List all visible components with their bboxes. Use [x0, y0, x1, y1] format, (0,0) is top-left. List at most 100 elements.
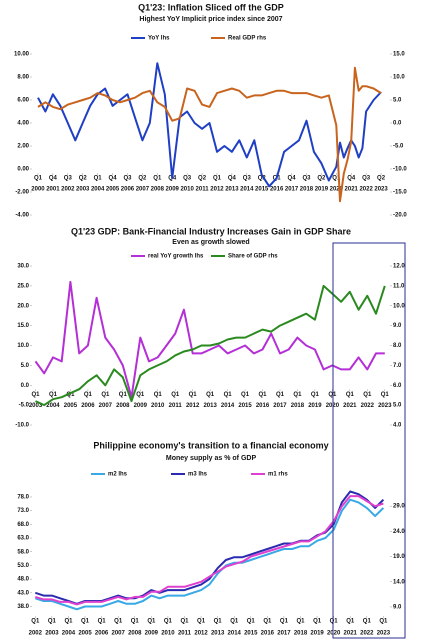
- x-quarter-label: Q1: [98, 619, 107, 625]
- chart-title: Q1'23 GDP: Bank-Financial Industry Incre…: [71, 226, 351, 236]
- x-tick-label: 2007: [112, 631, 126, 637]
- x-tick-label: 2000: [31, 187, 45, 193]
- legend-label: Share of GDP rhs: [228, 254, 278, 260]
- y2-tick-label: 6.0: [393, 383, 402, 389]
- x-tick-label: 2014: [240, 187, 254, 193]
- x-quarter-label: Q1: [49, 392, 58, 398]
- y-tick-label: 4.00: [17, 121, 29, 127]
- x-tick-label: 2010: [151, 403, 165, 409]
- x-tick-label: 2003: [76, 187, 90, 193]
- x-tick-label: 2007: [99, 403, 113, 409]
- series-line: [34, 498, 385, 611]
- x-tick-label: 2017: [285, 187, 299, 193]
- x-tick-label: 2013: [211, 631, 225, 637]
- y2-tick-label: -15.0: [393, 190, 407, 196]
- x-quarter-label: Q1: [164, 619, 173, 625]
- x-tick-label: 2023: [374, 187, 388, 193]
- y2-tick-label: -10.0: [393, 167, 407, 173]
- x-tick-label: 2002: [61, 187, 75, 193]
- x-tick-label: 2011: [196, 187, 210, 193]
- x-quarter-label: Q1: [293, 392, 302, 398]
- y2-tick-label: 0.0: [393, 121, 402, 127]
- x-quarter-label: Q1: [31, 619, 40, 625]
- y-tick-label: 68.0: [17, 522, 29, 528]
- x-tick-label: 2022: [360, 631, 374, 637]
- x-quarter-label: Q1: [214, 619, 223, 625]
- x-tick-label: 2018: [294, 631, 308, 637]
- series-line: [37, 62, 382, 188]
- y-tick-label: 6.00: [17, 98, 29, 104]
- y-tick-label: -5.0: [19, 403, 30, 409]
- y2-tick-label: 9.0: [393, 323, 402, 329]
- chart-title: Philippine economy's transition to a fin…: [93, 440, 328, 450]
- x-tick-label: 2017: [273, 403, 287, 409]
- x-quarter-label: Q1: [332, 176, 341, 182]
- x-quarter-label: Q1: [189, 392, 198, 398]
- x-tick-label: 2011: [178, 631, 192, 637]
- x-quarter-label: Q1: [153, 176, 162, 182]
- y2-tick-label: 24.0: [393, 529, 405, 535]
- x-quarter-label: Q1: [346, 392, 355, 398]
- series-line: [34, 280, 385, 399]
- x-tick-label: 2005: [64, 403, 78, 409]
- x-quarter-label: Q3: [362, 176, 371, 182]
- x-tick-label: 2010: [180, 187, 194, 193]
- x-quarter-label: Q1: [114, 619, 123, 625]
- x-tick-label: 2023: [377, 631, 391, 637]
- x-tick-label: 2016: [270, 187, 284, 193]
- x-tick-label: 2012: [186, 403, 200, 409]
- x-tick-label: 2012: [210, 187, 224, 193]
- legend-label: real YoY growth lhs: [148, 254, 204, 260]
- x-quarter-label: Q1: [119, 392, 128, 398]
- highlight-box: [332, 242, 406, 639]
- x-tick-label: 2002: [29, 631, 43, 637]
- y2-tick-label: 12.0: [393, 264, 405, 270]
- y2-tick-label: 9.0: [393, 605, 402, 611]
- x-quarter-label: Q1: [206, 392, 215, 398]
- x-quarter-label: Q1: [197, 619, 206, 625]
- x-tick-label: 2008: [151, 187, 165, 193]
- y-tick-label: 10.00: [14, 52, 30, 58]
- x-quarter-label: Q1: [84, 392, 93, 398]
- x-quarter-label: Q1: [230, 619, 239, 625]
- x-quarter-label: Q3: [302, 176, 311, 182]
- x-tick-label: 2022: [359, 187, 373, 193]
- x-tick-label: 2010: [161, 631, 175, 637]
- x-tick-label: 2021: [344, 631, 358, 637]
- x-quarter-label: Q2: [79, 176, 88, 182]
- x-quarter-label: Q1: [311, 392, 320, 398]
- y-tick-label: 8.00: [17, 75, 29, 81]
- y2-tick-label: -20.0: [393, 213, 407, 219]
- y-tick-label: 53.0: [17, 563, 29, 569]
- y-tick-label: 48.0: [17, 577, 29, 583]
- x-quarter-label: Q1: [363, 619, 372, 625]
- y-tick-label: 15.0: [17, 323, 29, 329]
- x-quarter-label: Q1: [81, 619, 90, 625]
- x-tick-label: 2018: [300, 187, 314, 193]
- x-tick-label: 2016: [256, 403, 270, 409]
- legend-label: m3 lhs: [188, 472, 208, 478]
- x-tick-label: 2008: [116, 403, 130, 409]
- y-tick-label: 38.0: [17, 604, 29, 610]
- x-tick-label: 2008: [128, 631, 142, 637]
- x-quarter-label: Q4: [109, 176, 118, 182]
- x-quarter-label: Q2: [317, 176, 326, 182]
- x-tick-label: 2004: [62, 631, 76, 637]
- x-tick-label: 2017: [277, 631, 291, 637]
- x-quarter-label: Q4: [228, 176, 237, 182]
- y2-tick-label: 5.0: [393, 403, 402, 409]
- y-tick-label: 63.0: [17, 536, 29, 542]
- chart-subtitle: Highest YoY Implicit price index since 2…: [139, 16, 282, 23]
- y-tick-label: 0.0: [21, 383, 30, 389]
- y2-tick-label: 11.0: [393, 283, 405, 289]
- y-tick-label: -2.00: [15, 190, 29, 196]
- y2-tick-label: 4.0: [393, 423, 402, 429]
- y2-tick-label: 14.0: [393, 579, 405, 585]
- y-tick-label: 2.00: [17, 144, 29, 150]
- y-tick-label: 10.0: [17, 343, 29, 349]
- x-tick-label: 2011: [169, 403, 183, 409]
- x-quarter-label: Q1: [171, 392, 180, 398]
- y2-tick-label: 5.0: [393, 98, 402, 104]
